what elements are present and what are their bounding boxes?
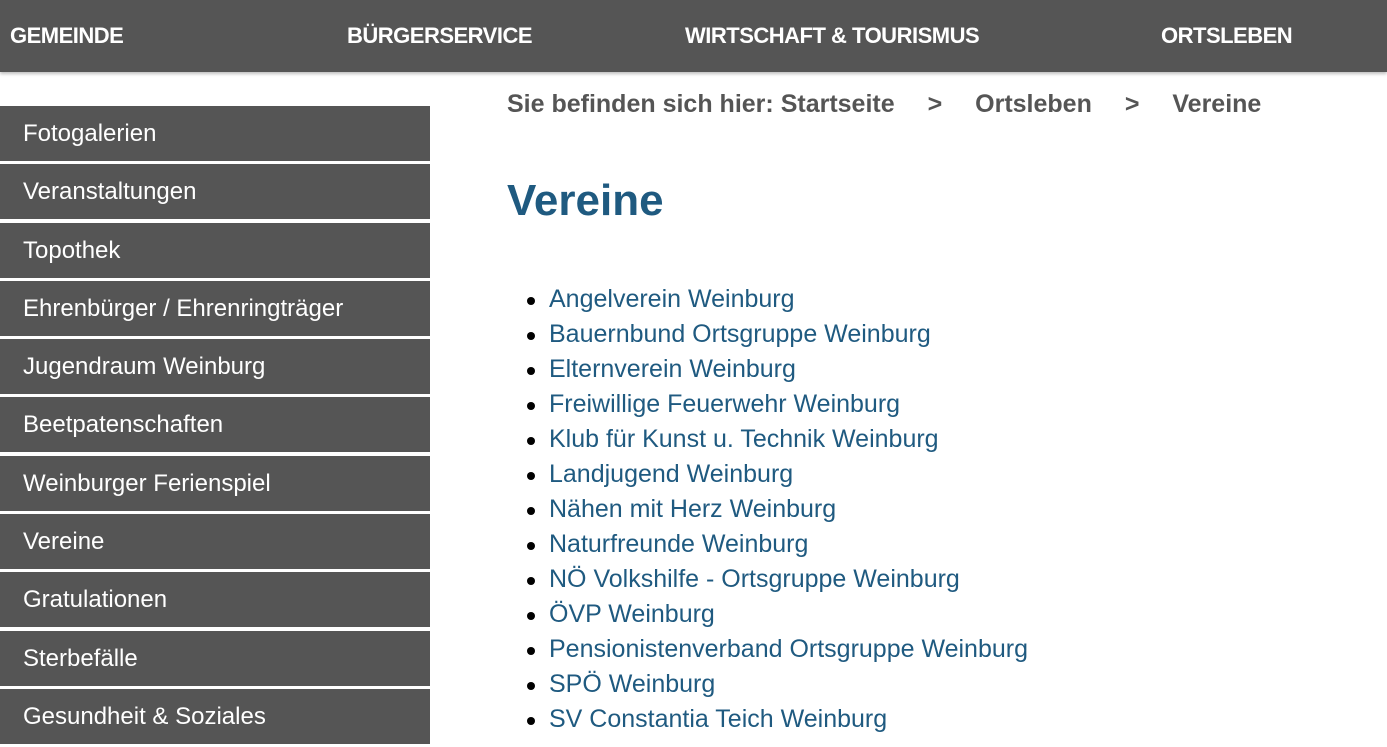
sidebar-item[interactable]: Fotogalerien [0, 106, 430, 161]
verein-link[interactable]: Naturfreunde Weinburg [549, 530, 809, 558]
list-item: Klub für Kunst u. Technik Weinburg [527, 422, 1028, 457]
list-item: Angelverein Weinburg [527, 282, 1028, 317]
verein-link[interactable]: SV Constantia Teich Weinburg [549, 705, 888, 733]
breadcrumb-prefix: Sie befinden sich hier: [507, 90, 774, 118]
list-item: Bauernbund Ortsgruppe Weinburg [527, 317, 1028, 352]
nav-ortsleben[interactable]: ORTSLEBEN [1161, 23, 1293, 48]
verein-link[interactable]: SPÖ Weinburg [549, 670, 716, 698]
list-item: Freiwillige Feuerwehr Weinburg [527, 387, 1028, 422]
verein-link[interactable]: ÖVP Weinburg [549, 600, 715, 628]
sidebar-item[interactable]: Gesundheit & Soziales [0, 688, 430, 744]
sidebar-item[interactable]: Veranstaltungen [0, 164, 430, 220]
verein-link[interactable]: Freiwillige Feuerwehr Weinburg [549, 390, 901, 418]
sidebar-item[interactable]: Gratulationen [0, 572, 430, 628]
breadcrumb-startseite[interactable]: Startseite [780, 90, 895, 118]
breadcrumb: Sie befinden sich hier: Startseite > Ort… [507, 90, 1261, 119]
list-item: NÖ Volkshilfe - Ortsgruppe Weinburg [527, 562, 1028, 597]
list-item: Pensionistenverband Ortsgruppe Weinburg [527, 632, 1028, 667]
verein-link[interactable]: Klub für Kunst u. Technik Weinburg [549, 425, 939, 453]
sidebar-item[interactable]: Jugendraum Weinburg [0, 339, 430, 395]
sidebar-item[interactable]: Topothek [0, 222, 430, 278]
sidebar: Fotogalerien Veranstaltungen Topothek Ehren… [0, 106, 430, 747]
sidebar-item[interactable]: Sterbefälle [0, 630, 430, 686]
list-item: SPÖ Weinburg [527, 667, 1028, 702]
sidebar-item[interactable]: Beetpatenschaften [0, 397, 430, 453]
nav-buergerservice[interactable]: BÜRGERSERVICE [347, 23, 533, 48]
verein-link[interactable]: Pensionistenverband Ortsgruppe Weinburg [549, 635, 1028, 663]
breadcrumb-separator: > [927, 90, 943, 118]
list-item: SV Constantia Teich Weinburg [527, 702, 1028, 737]
verein-link[interactable]: Elternverein Weinburg [549, 355, 796, 383]
verein-link[interactable]: Landjugend Weinburg [549, 460, 794, 488]
list-item: ÖVP Weinburg [527, 597, 1028, 632]
list-item: Elternverein Weinburg [527, 352, 1028, 387]
page-title: Vereine [507, 176, 664, 225]
nav-gemeinde[interactable]: GEMEINDE [10, 23, 124, 48]
breadcrumb-separator: > [1124, 90, 1140, 118]
list-item: Landjugend Weinburg [527, 457, 1028, 492]
top-navigation: GEMEINDE BÜRGERSERVICE WIRTSCHAFT & TOUR… [0, 0, 1387, 72]
verein-link[interactable]: NÖ Volkshilfe - Ortsgruppe Weinburg [549, 565, 960, 593]
list-item: Nähen mit Herz Weinburg [527, 492, 1028, 527]
sidebar-item[interactable]: Ehrenbürger / Ehrenringträger [0, 280, 430, 336]
vereine-list: Angelverein Weinburg Bauernbund Ortsgrupp… [527, 282, 1028, 737]
list-item: Naturfreunde Weinburg [527, 527, 1028, 562]
breadcrumb-current: Vereine [1172, 90, 1262, 118]
breadcrumb-ortsleben[interactable]: Ortsleben [975, 90, 1092, 118]
verein-link[interactable]: Angelverein Weinburg [549, 285, 795, 313]
sidebar-item[interactable]: Weinburger Ferienspiel [0, 455, 430, 511]
verein-link[interactable]: Bauernbund Ortsgruppe Weinburg [549, 320, 931, 348]
sidebar-item[interactable]: Vereine [0, 514, 430, 570]
nav-wirtschaft-tourismus[interactable]: WIRTSCHAFT & TOURISMUS [685, 23, 980, 48]
verein-link[interactable]: Nähen mit Herz Weinburg [549, 495, 837, 523]
